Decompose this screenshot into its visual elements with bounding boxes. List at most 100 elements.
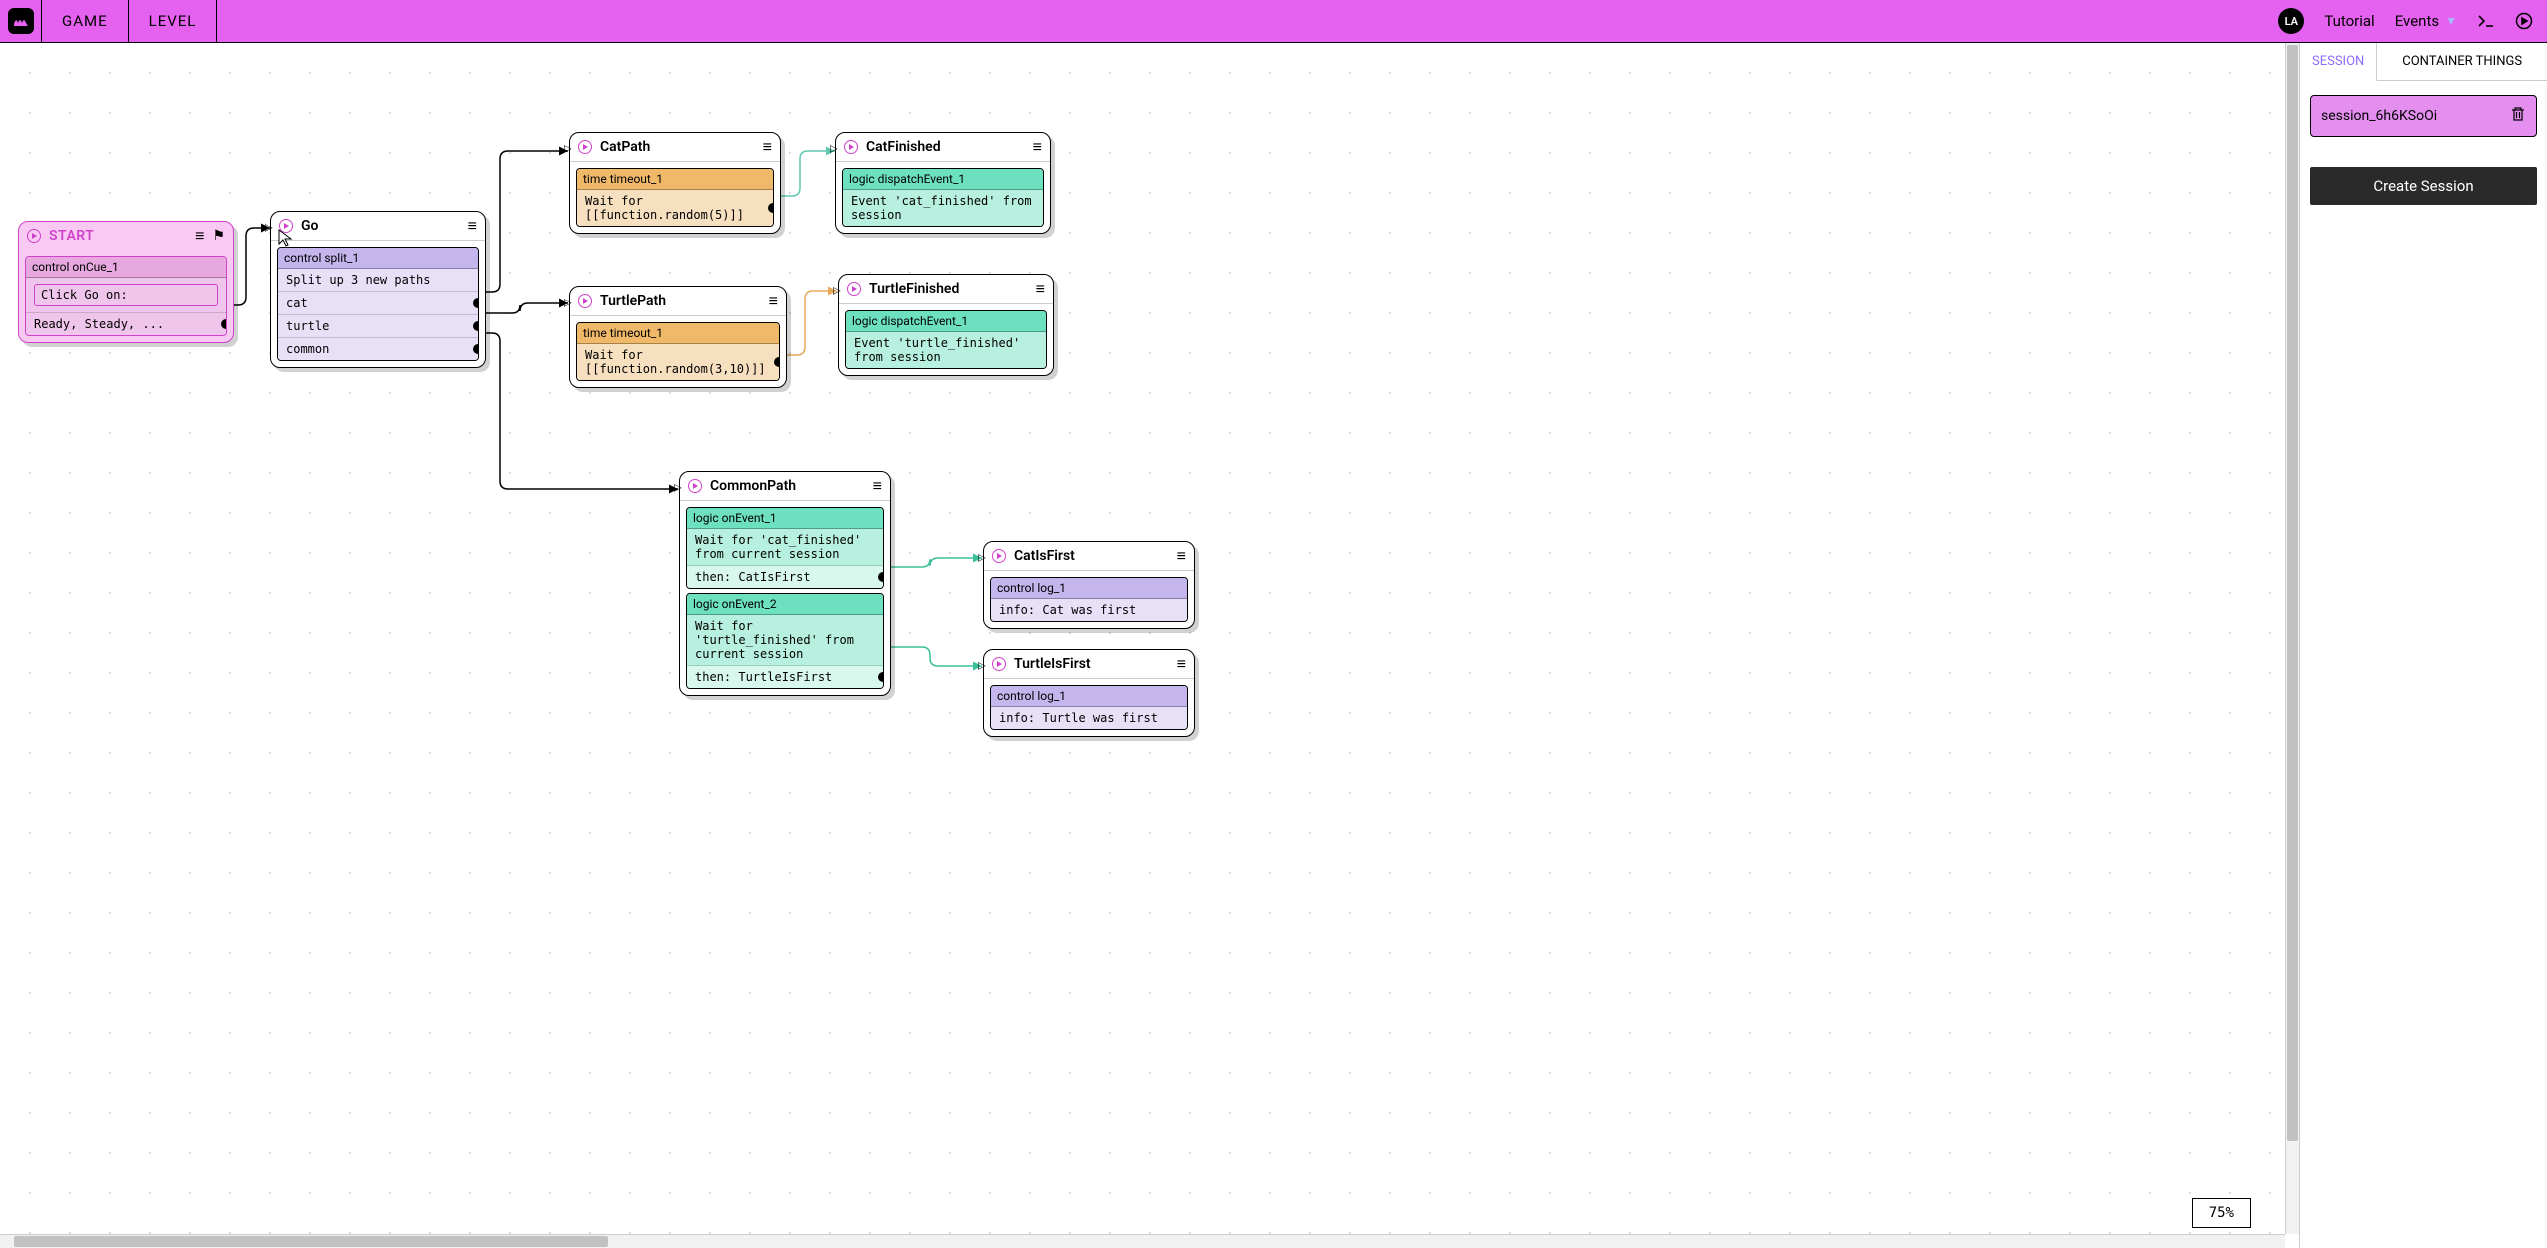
node-title: TurtleIsFirst xyxy=(1014,656,1169,672)
split-row-turtle: turtle xyxy=(278,315,478,338)
node-body: control onCue_1 Click Go on: Ready, Stea… xyxy=(19,250,233,342)
output-port[interactable] xyxy=(473,321,479,331)
menu-icon[interactable]: ≡ xyxy=(1033,139,1042,155)
input-port[interactable]: ▷ xyxy=(833,286,841,297)
block-header: control log_1 xyxy=(991,686,1187,707)
block-timeout[interactable]: time timeout_1 Wait for [[function.rando… xyxy=(576,168,774,227)
node-header[interactable]: TurtleFinished ≡ xyxy=(839,275,1053,304)
block-log[interactable]: control log_1 info: Cat was first xyxy=(990,577,1188,622)
logo[interactable] xyxy=(0,0,42,42)
block-timeout[interactable]: time timeout_1 Wait for [[function.rando… xyxy=(576,322,780,381)
play-icon xyxy=(578,294,592,308)
events-dropdown[interactable]: Events ▼ xyxy=(2395,12,2457,30)
node-header[interactable]: TurtlePath ≡ xyxy=(570,287,786,316)
node-start[interactable]: START ≡ ⚑ control onCue_1 Click Go on: Re… xyxy=(18,221,234,343)
canvas-area[interactable]: START ≡ ⚑ control onCue_1 Click Go on: Re… xyxy=(0,43,2299,1248)
main: START ≡ ⚑ control onCue_1 Click Go on: Re… xyxy=(0,43,2547,1248)
node-header[interactable]: CommonPath ≡ xyxy=(680,472,890,501)
session-chip[interactable]: session_6h6KSoOi xyxy=(2310,95,2537,137)
node-catfinished[interactable]: CatFinished ≡ logic dispatchEvent_1 Even… xyxy=(835,132,1051,234)
block-row: Ready, Steady, ... xyxy=(26,313,226,335)
block-row: Wait for 'turtle_finished' from current … xyxy=(687,615,883,666)
input-port[interactable]: ▷ xyxy=(674,483,682,494)
split-row-cat: cat xyxy=(278,292,478,315)
block-row: Click Go on: xyxy=(26,278,226,313)
node-turtleisfirst[interactable]: TurtleIsFirst ≡ control log_1 info: Turt… xyxy=(983,649,1195,737)
terminal-icon[interactable] xyxy=(2477,12,2495,30)
nav-level[interactable]: LEVEL xyxy=(129,0,218,42)
split-row-common: common xyxy=(278,338,478,360)
block-onevent-2[interactable]: logic onEvent_2 Wait for 'turtle_finishe… xyxy=(686,593,884,689)
node-title: TurtlePath xyxy=(600,293,761,309)
node-turtlefinished[interactable]: TurtleFinished ≡ logic dispatchEvent_1 E… xyxy=(838,274,1054,376)
block-dispatch[interactable]: logic dispatchEvent_1 Event 'cat_finishe… xyxy=(842,168,1044,227)
play-circle-icon[interactable] xyxy=(2515,12,2533,30)
trash-icon[interactable] xyxy=(2510,106,2526,126)
block-log[interactable]: control log_1 info: Turtle was first xyxy=(990,685,1188,730)
output-port[interactable] xyxy=(473,298,479,308)
horizontal-scrollbar[interactable] xyxy=(0,1234,2285,1248)
input-port[interactable]: ▷ xyxy=(830,144,838,155)
menu-icon[interactable]: ≡ xyxy=(873,478,882,494)
node-header[interactable]: CatPath ≡ xyxy=(570,133,780,162)
play-icon xyxy=(279,219,293,233)
sidebar-body: session_6h6KSoOi Create Session xyxy=(2300,81,2547,1248)
play-icon xyxy=(847,282,861,296)
output-port[interactable] xyxy=(774,357,780,367)
block-then: then: TurtleIsFirst xyxy=(687,666,883,688)
input-port[interactable]: ▷ xyxy=(978,553,986,564)
menu-icon[interactable]: ≡ xyxy=(195,228,204,244)
node-header[interactable]: TurtleIsFirst ≡ xyxy=(984,650,1194,679)
node-header[interactable]: START ≡ ⚑ xyxy=(19,222,233,250)
node-header[interactable]: CatIsFirst ≡ xyxy=(984,542,1194,571)
block-header: control onCue_1 xyxy=(26,257,226,278)
tab-session[interactable]: SESSION xyxy=(2300,43,2377,81)
tutorial-link[interactable]: Tutorial xyxy=(2324,12,2374,30)
block-onevent-1[interactable]: logic onEvent_1 Wait for 'cat_finished' … xyxy=(686,507,884,589)
avatar[interactable]: LA xyxy=(2278,8,2304,34)
menu-icon[interactable]: ≡ xyxy=(1036,281,1045,297)
menu-icon[interactable]: ≡ xyxy=(769,293,778,309)
node-turtlepath[interactable]: TurtlePath ≡ time timeout_1 Wait for [[f… xyxy=(569,286,787,388)
input-port[interactable]: ▷ xyxy=(564,298,572,309)
menu-icon[interactable]: ≡ xyxy=(763,139,772,155)
block-oncue[interactable]: control onCue_1 Click Go on: Ready, Stea… xyxy=(25,256,227,336)
block-row: Wait for 'cat_finished' from current ses… xyxy=(687,529,883,566)
menu-icon[interactable]: ≡ xyxy=(1177,548,1186,564)
input-port[interactable]: ▷ xyxy=(564,144,572,155)
node-catpath[interactable]: CatPath ≡ time timeout_1 Wait for [[func… xyxy=(569,132,781,234)
input-port[interactable]: ▷ xyxy=(265,223,273,234)
block-row: info: Cat was first xyxy=(991,599,1187,621)
node-body: control split_1 Split up 3 new pathscatt… xyxy=(271,241,485,367)
create-session-button[interactable]: Create Session xyxy=(2310,167,2537,205)
output-port[interactable] xyxy=(221,319,227,329)
input-port[interactable]: ▷ xyxy=(978,661,986,672)
node-body: control log_1 info: Turtle was first xyxy=(984,679,1194,736)
topbar-right: LA Tutorial Events ▼ xyxy=(2278,8,2547,34)
output-port[interactable] xyxy=(768,203,774,213)
nav-game[interactable]: GAME xyxy=(42,0,129,42)
output-port[interactable] xyxy=(878,572,884,582)
node-body: time timeout_1 Wait for [[function.rando… xyxy=(570,162,780,233)
node-go[interactable]: Go ≡ control split_1 Split up 3 new path… xyxy=(270,211,486,368)
node-title: CatIsFirst xyxy=(1014,548,1169,564)
menu-icon[interactable]: ≡ xyxy=(468,218,477,234)
node-header[interactable]: Go ≡ xyxy=(271,212,485,241)
zoom-level[interactable]: 75% xyxy=(2192,1198,2251,1228)
chevron-down-icon: ▼ xyxy=(2445,14,2457,28)
output-port[interactable] xyxy=(878,672,884,682)
block-split[interactable]: control split_1 Split up 3 new pathscatt… xyxy=(277,247,479,361)
node-commonpath[interactable]: CommonPath ≡ logic onEvent_1 Wait for 'c… xyxy=(679,471,891,696)
node-title: START xyxy=(49,228,187,244)
block-dispatch[interactable]: logic dispatchEvent_1 Event 'turtle_fini… xyxy=(845,310,1047,369)
tab-container-things[interactable]: CONTAINER THINGS xyxy=(2377,43,2547,81)
menu-icon[interactable]: ≡ xyxy=(1177,656,1186,672)
output-port[interactable] xyxy=(473,344,479,354)
block-header: logic onEvent_2 xyxy=(687,594,883,615)
flag-icon[interactable]: ⚑ xyxy=(212,228,225,244)
session-id: session_6h6KSoOi xyxy=(2321,108,2437,124)
node-catisfirst[interactable]: CatIsFirst ≡ control log_1 info: Cat was… xyxy=(983,541,1195,629)
vertical-scrollbar[interactable] xyxy=(2285,43,2299,1234)
inner-text: Click Go on: xyxy=(34,284,218,306)
node-header[interactable]: CatFinished ≡ xyxy=(836,133,1050,162)
